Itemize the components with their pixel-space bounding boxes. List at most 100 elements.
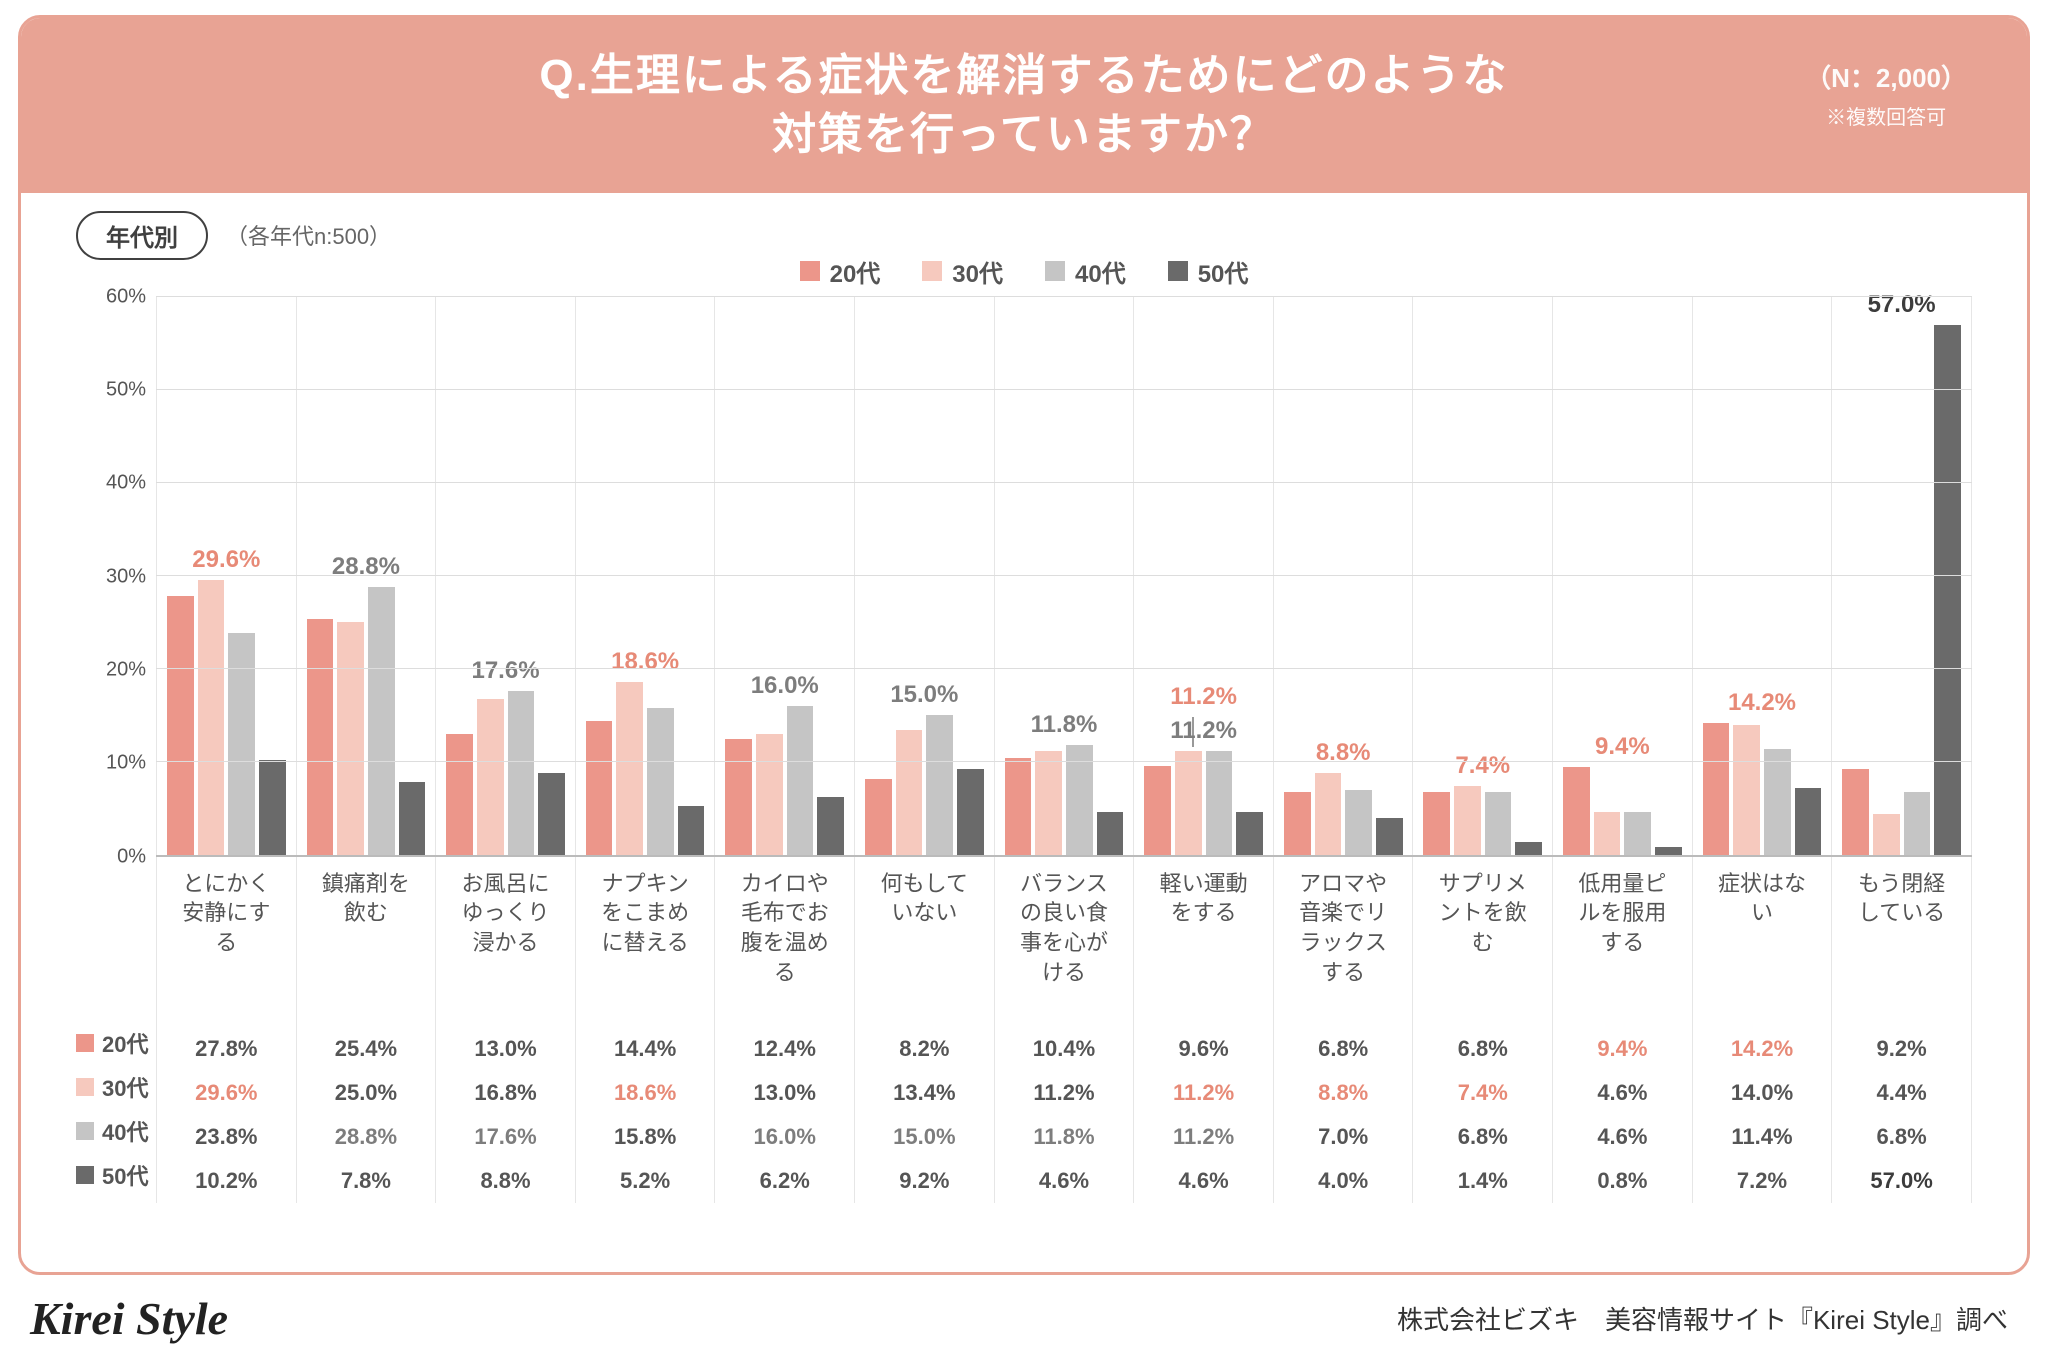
legend-label: 50代 bbox=[1198, 254, 1249, 289]
row-swatch bbox=[76, 1122, 94, 1140]
category-label: 鎮痛剤を飲む bbox=[297, 857, 437, 1027]
sub-header-row: 年代別 （各年代n:500） bbox=[21, 193, 2027, 260]
bar bbox=[896, 730, 923, 855]
data-cell: 7.8% bbox=[297, 1159, 437, 1203]
bar bbox=[1376, 818, 1403, 855]
bar bbox=[1284, 792, 1311, 855]
bar bbox=[1454, 786, 1481, 855]
data-row: 40代23.8%28.8%17.6%15.8%16.0%15.0%11.8%11… bbox=[21, 1115, 2027, 1159]
data-cell: 57.0% bbox=[1832, 1159, 1972, 1203]
data-cell: 1.4% bbox=[1413, 1159, 1553, 1203]
bar bbox=[1842, 769, 1869, 855]
data-row-label: 20代 bbox=[76, 1027, 156, 1059]
bar-top-label: 18.6% bbox=[611, 648, 679, 676]
bar bbox=[1624, 812, 1651, 855]
data-cell: 14.0% bbox=[1693, 1071, 1833, 1115]
bar-group: 11.8% bbox=[995, 297, 1135, 855]
bar bbox=[1005, 758, 1032, 855]
data-cell: 6.8% bbox=[1274, 1027, 1414, 1071]
row-label-text: 30代 bbox=[102, 1071, 148, 1103]
data-cell: 14.2% bbox=[1693, 1027, 1833, 1071]
bar-group: 29.6% bbox=[156, 297, 297, 855]
data-cell: 11.2% bbox=[995, 1071, 1135, 1115]
bar-group: 14.2% bbox=[1693, 297, 1833, 855]
y-axis-tick: 50% bbox=[106, 379, 146, 402]
bar-group: 18.6% bbox=[576, 297, 716, 855]
bar bbox=[1795, 788, 1822, 855]
y-axis-tick: 30% bbox=[106, 565, 146, 588]
title-line-1: Q.生理による症状を解消するためにどのような bbox=[539, 51, 1508, 100]
data-cell: 4.4% bbox=[1832, 1071, 1972, 1115]
data-cell: 15.8% bbox=[576, 1115, 716, 1159]
bar-top-label: 15.0% bbox=[890, 681, 958, 709]
bar-top-label: 16.0% bbox=[751, 672, 819, 700]
data-table: 20代27.8%25.4%13.0%14.4%12.4%8.2%10.4%9.6… bbox=[21, 1027, 2027, 1203]
bar bbox=[1236, 812, 1263, 855]
data-cell: 13.4% bbox=[855, 1071, 995, 1115]
data-cell: 9.2% bbox=[1832, 1027, 1972, 1071]
bar-top-label: 7.4% bbox=[1455, 752, 1510, 780]
source-credit: 株式会社ビズキ 美容情報サイト『Kirei Style』調べ bbox=[1397, 1300, 2008, 1337]
bar bbox=[1515, 842, 1542, 855]
data-cell: 28.8% bbox=[297, 1115, 437, 1159]
bar bbox=[1315, 773, 1342, 855]
data-row-label: 40代 bbox=[76, 1115, 156, 1147]
data-cell: 13.0% bbox=[715, 1071, 855, 1115]
data-cell: 17.6% bbox=[436, 1115, 576, 1159]
row-swatch bbox=[76, 1078, 94, 1096]
category-label: 症状はない bbox=[1693, 857, 1833, 1027]
data-cell: 11.2% bbox=[1134, 1115, 1274, 1159]
category-label: お風呂にゆっくり浸かる bbox=[436, 857, 576, 1027]
bar-top-label: 11.2% bbox=[1170, 717, 1237, 745]
chart-legend: 20代30代40代50代 bbox=[21, 254, 2027, 289]
category-label: サプリメントを飲む bbox=[1413, 857, 1553, 1027]
bar bbox=[756, 734, 783, 855]
legend-item: 30代 bbox=[922, 254, 1003, 289]
bar bbox=[167, 596, 194, 855]
data-cell: 7.4% bbox=[1413, 1071, 1553, 1115]
data-cell: 27.8% bbox=[156, 1027, 297, 1071]
bar bbox=[1703, 723, 1730, 855]
bar-group: 9.4% bbox=[1553, 297, 1693, 855]
bar bbox=[1655, 847, 1682, 854]
bar bbox=[446, 734, 473, 855]
bar bbox=[647, 708, 674, 855]
bar-top-label: 28.8% bbox=[332, 553, 400, 581]
bar bbox=[817, 797, 844, 855]
bar bbox=[1563, 767, 1590, 854]
bar bbox=[477, 699, 504, 855]
gridline bbox=[156, 575, 1972, 576]
data-cell: 29.6% bbox=[156, 1071, 297, 1115]
bar bbox=[1175, 751, 1202, 855]
row-swatch bbox=[76, 1166, 94, 1184]
bar bbox=[1097, 812, 1124, 855]
data-cell: 13.0% bbox=[436, 1027, 576, 1071]
data-row-cells: 27.8%25.4%13.0%14.4%12.4%8.2%10.4%9.6%6.… bbox=[21, 1027, 2027, 1071]
bar bbox=[586, 721, 613, 855]
data-cell: 15.0% bbox=[855, 1115, 995, 1159]
row-swatch bbox=[76, 1034, 94, 1052]
y-axis-tick: 10% bbox=[106, 752, 146, 775]
data-cell: 8.2% bbox=[855, 1027, 995, 1071]
data-cell: 4.6% bbox=[995, 1159, 1135, 1203]
bar-group: 16.0% bbox=[715, 297, 855, 855]
sample-size-note: （N：2,000） bbox=[1805, 58, 1967, 95]
row-label-text: 50代 bbox=[102, 1159, 148, 1191]
row-label-text: 20代 bbox=[102, 1027, 148, 1059]
data-cell: 9.6% bbox=[1134, 1027, 1274, 1071]
data-row: 20代27.8%25.4%13.0%14.4%12.4%8.2%10.4%9.6… bbox=[21, 1027, 2027, 1071]
data-cell: 25.4% bbox=[297, 1027, 437, 1071]
data-cell: 7.0% bbox=[1274, 1115, 1414, 1159]
data-cell: 4.0% bbox=[1274, 1159, 1414, 1203]
data-cell: 6.8% bbox=[1413, 1115, 1553, 1159]
data-row-label: 30代 bbox=[76, 1071, 156, 1103]
bar-top-label: 29.6% bbox=[192, 546, 260, 574]
bar-group: 28.8% bbox=[297, 297, 437, 855]
bar bbox=[865, 779, 892, 855]
legend-swatch bbox=[800, 261, 820, 281]
data-cell: 14.4% bbox=[576, 1027, 716, 1071]
bar bbox=[368, 587, 395, 855]
chart-frame: Q.生理による症状を解消するためにどのような 対策を行っていますか？ （N：2,… bbox=[18, 15, 2030, 1275]
data-cell: 11.4% bbox=[1693, 1115, 1833, 1159]
bar-group: 8.8% bbox=[1274, 297, 1414, 855]
